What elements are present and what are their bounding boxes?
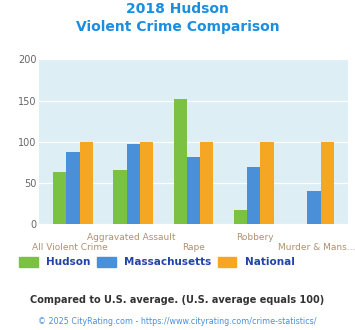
- Bar: [260, 142, 274, 224]
- Bar: [140, 142, 153, 224]
- Bar: [113, 170, 127, 224]
- Bar: [200, 142, 213, 224]
- Bar: [53, 172, 66, 224]
- Bar: [187, 157, 200, 224]
- Text: All Violent Crime: All Violent Crime: [32, 243, 108, 251]
- Text: Murder & Mans...: Murder & Mans...: [278, 243, 355, 251]
- Legend: Hudson, Massachusetts, National: Hudson, Massachusetts, National: [20, 256, 295, 267]
- Text: © 2025 CityRating.com - https://www.cityrating.com/crime-statistics/: © 2025 CityRating.com - https://www.city…: [38, 317, 317, 326]
- Bar: [66, 152, 80, 224]
- Bar: [80, 142, 93, 224]
- Text: Robbery: Robbery: [236, 233, 274, 242]
- Bar: [321, 142, 334, 224]
- Bar: [234, 210, 247, 224]
- Bar: [127, 145, 140, 224]
- Text: Violent Crime Comparison: Violent Crime Comparison: [76, 20, 279, 34]
- Bar: [247, 167, 260, 224]
- Bar: [307, 190, 321, 224]
- Text: Aggravated Assault: Aggravated Assault: [87, 233, 176, 242]
- Bar: [174, 99, 187, 224]
- Text: Compared to U.S. average. (U.S. average equals 100): Compared to U.S. average. (U.S. average …: [31, 295, 324, 305]
- Text: 2018 Hudson: 2018 Hudson: [126, 2, 229, 16]
- Text: Rape: Rape: [182, 243, 205, 251]
